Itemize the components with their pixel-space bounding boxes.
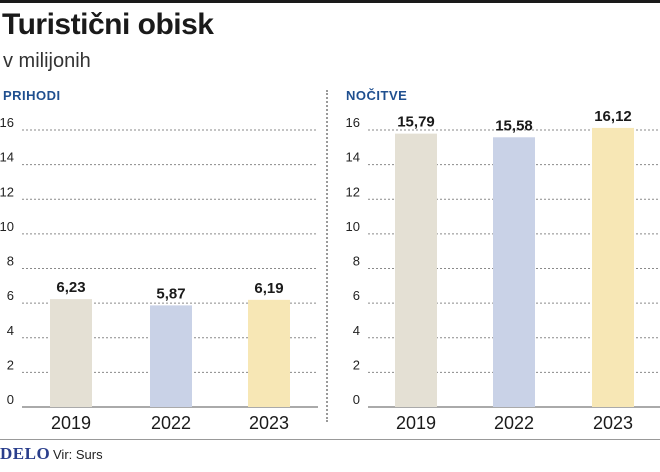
panel-1-ytick-label: 16	[0, 115, 14, 130]
panel-2-bar-2023	[592, 127, 634, 408]
panel-2-ytick-label: 6	[353, 288, 360, 303]
panel-1-bar-2023	[248, 299, 290, 407]
panel-1-ytick-label: 2	[7, 357, 14, 372]
panel-1-data-label: 5,87	[156, 285, 185, 302]
panel-divider	[326, 90, 328, 422]
panel-1-ytick-label: 6	[7, 288, 14, 303]
panel-2-xtick-label: 2022	[494, 413, 534, 433]
panel-1-xtick-label: 2019	[51, 413, 91, 433]
panel-2-data-label: 15,79	[397, 114, 435, 131]
panel-2-ytick-label: 16	[346, 115, 360, 130]
panel-2-ytick-label: 10	[346, 219, 360, 234]
panel-2-ytick-label: 0	[353, 392, 360, 407]
panel-1-ytick-label: 14	[0, 150, 14, 165]
panel-2-bar-2022	[493, 137, 535, 408]
panel-2-ytick-label: 14	[346, 150, 360, 165]
panel-2-data-label: 15,58	[495, 117, 533, 134]
page-title: Turistični obisk	[2, 8, 214, 41]
panel-2-xtick-label: 2019	[396, 413, 436, 433]
delo-logo: DELO	[0, 444, 51, 463]
panel-2-bar-2019	[395, 133, 437, 407]
panel-1-data-label: 6,23	[56, 279, 85, 296]
panel-2-title: NOČITVE	[346, 88, 407, 103]
top-rule	[0, 0, 660, 3]
panel-1-xtick-label: 2022	[151, 413, 191, 433]
panel-1-ytick-label: 0	[7, 392, 14, 407]
footer-rule	[0, 439, 660, 440]
panel-2-ytick-label: 12	[346, 184, 360, 199]
panel-1-ytick-label: 8	[7, 254, 14, 269]
panel-1-data-label: 6,19	[254, 280, 283, 297]
panel-1-ytick-label: 12	[0, 184, 14, 199]
charts-canvas: PRIHODI 0 2 4 6 8 10 12 14 16 6,23 2019 5,87 2022 6,19…	[0, 88, 660, 433]
panel-2-ytick-label: 4	[353, 323, 360, 338]
panel-2-data-label: 16,12	[594, 108, 632, 125]
panel-1-bar-2022	[150, 305, 192, 407]
page-subtitle: v milijonih	[3, 50, 91, 72]
panel-2-xtick-label: 2023	[593, 413, 633, 433]
source-note: Vir: Surs	[53, 447, 103, 462]
panel-1-bar-2019	[50, 299, 92, 407]
panel-1-title: PRIHODI	[3, 88, 61, 103]
panel-1-ytick-label: 10	[0, 219, 14, 234]
panel-2-ytick-label: 8	[353, 254, 360, 269]
panel-1-xtick-label: 2023	[249, 413, 289, 433]
panel-1-ytick-label: 4	[7, 323, 14, 338]
panel-2-ytick-label: 2	[353, 357, 360, 372]
